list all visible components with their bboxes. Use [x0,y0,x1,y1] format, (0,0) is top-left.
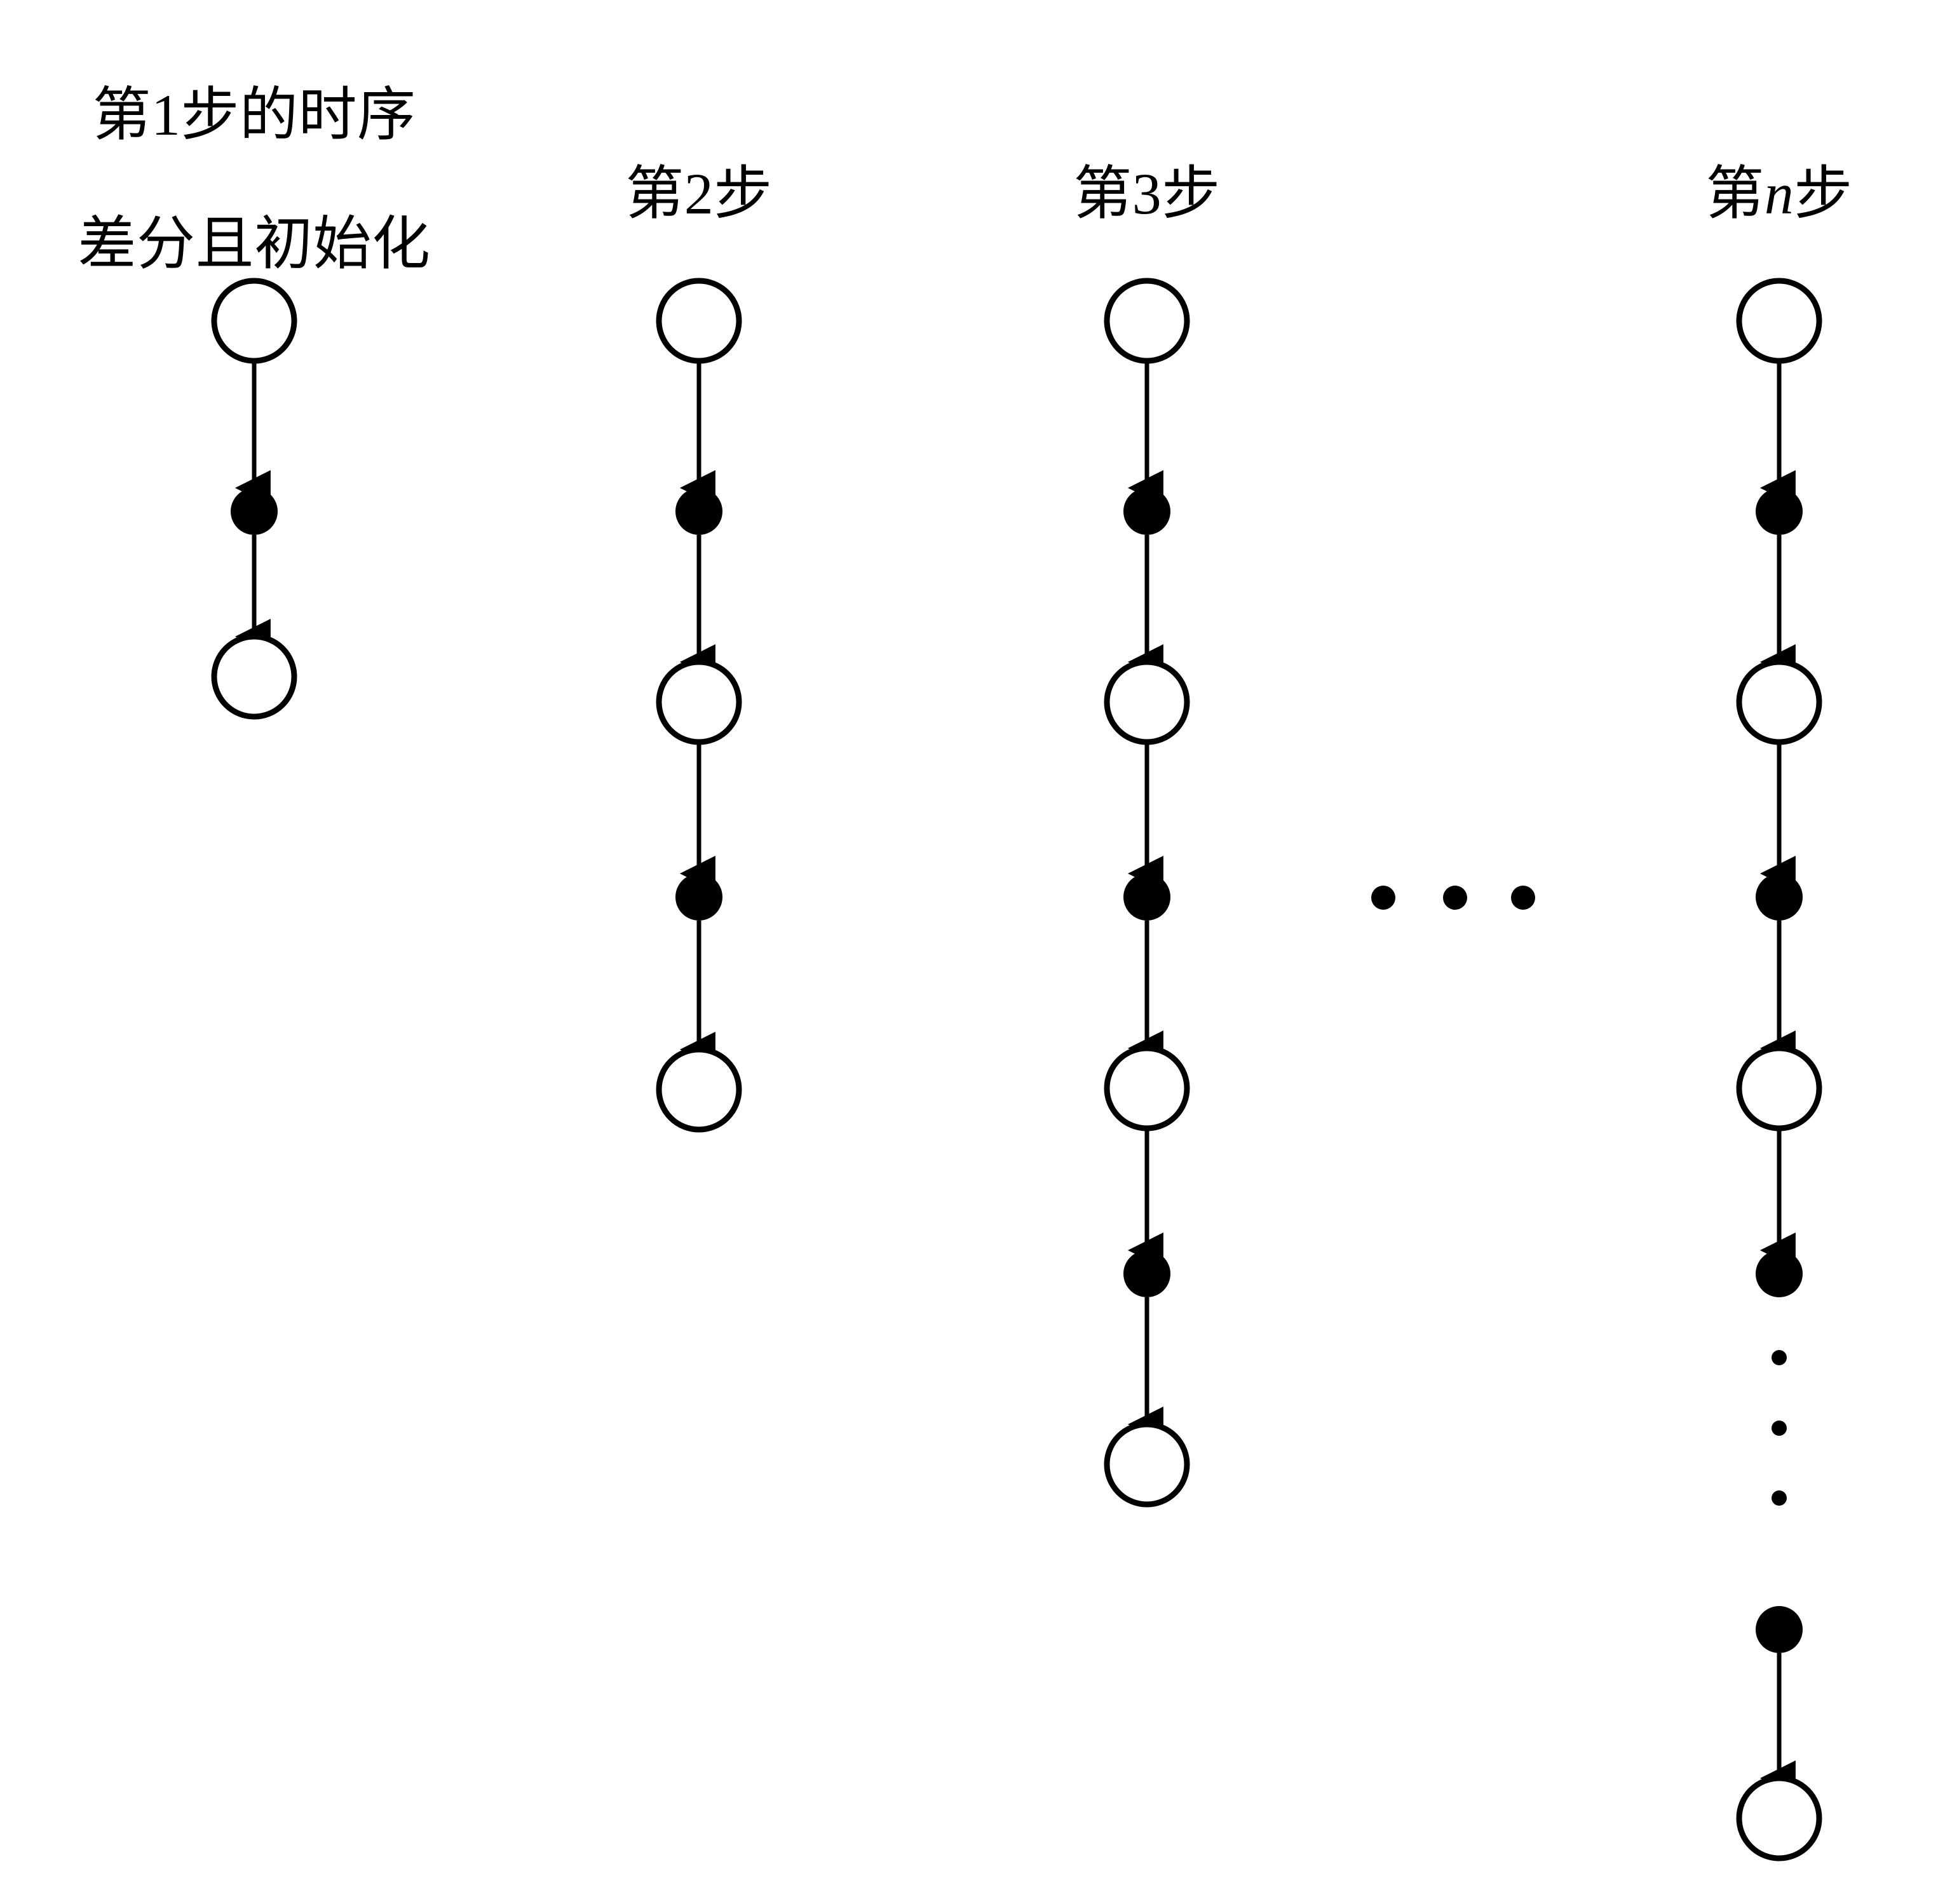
hollow-circle-node-step-3-5 [1104,1045,1190,1131]
column-label-step-n-prefix: 第 [1705,161,1765,226]
column-label-step-n-suffix: 步 [1794,161,1853,226]
chain-step-3 [1104,278,1190,1508]
solid-dot-node-step-3-6 [1123,1250,1170,1297]
vertical-ellipsis-dot-2 [1772,1421,1787,1436]
chains-layer [211,278,1822,1861]
solid-dot-node-step-2-2 [675,488,722,535]
solid-dot-node-step-2-4 [675,874,722,921]
column-label-step-n-variable: n [1764,161,1794,226]
column-label-step-1-line-2: 差分且初始化 [78,211,431,276]
solid-dot-node-step-3-2 [1123,488,1170,535]
chain-step-n [1736,278,1822,1861]
hollow-circle-node-step-n-3 [1736,659,1822,745]
hollow-circle-node-step-2-3 [656,659,742,745]
hollow-circle-node-step-2-5 [656,1046,742,1133]
hollow-circle-node-step-1-3 [211,633,297,720]
column-label-step-3: 第3步 [994,95,1299,227]
solid-dot-node-step-n-6 [1756,1250,1803,1297]
solid-dot-node-step-n-2 [1756,488,1803,535]
vertical-ellipsis-dot-1 [1772,1350,1787,1365]
hollow-circle-node-step-3-7 [1104,1421,1190,1508]
horizontal-ellipsis-dot-2 [1443,886,1467,910]
column-label-step-1-line-1: 第1步的时序 [92,83,416,148]
vertical-ellipsis-dot-3 [1772,1490,1787,1506]
solid-dot-node-step-n-7 [1756,1606,1803,1653]
hollow-circle-node-step-2-1 [656,278,742,364]
column-label-step-1: 第1步的时序 差分且初始化 [38,19,470,341]
horizontal-ellipsis-dot-3 [1511,886,1535,910]
solid-dot-node-step-3-4 [1123,874,1170,921]
hollow-circle-node-step-n-8 [1736,1775,1822,1861]
column-label-step-3-text: 第3步 [1073,161,1221,226]
ellipsis-layer [1371,886,1535,910]
horizontal-ellipsis-dot-1 [1371,886,1395,910]
column-label-step-n: 第n步 [1627,95,1932,227]
hollow-circle-node-step-1-1 [211,278,297,364]
column-label-step-2-text: 第2步 [625,161,773,226]
hollow-circle-node-step-3-3 [1104,659,1190,745]
solid-dot-node-step-1-2 [231,488,278,535]
solid-dot-node-step-n-4 [1756,874,1803,921]
hollow-circle-node-step-n-5 [1736,1045,1822,1131]
chain-step-2 [656,278,742,1133]
column-label-step-2: 第2步 [546,95,851,227]
chain-step-1 [211,278,297,720]
hollow-circle-node-step-n-1 [1736,278,1822,364]
hollow-circle-node-step-3-1 [1104,278,1190,364]
